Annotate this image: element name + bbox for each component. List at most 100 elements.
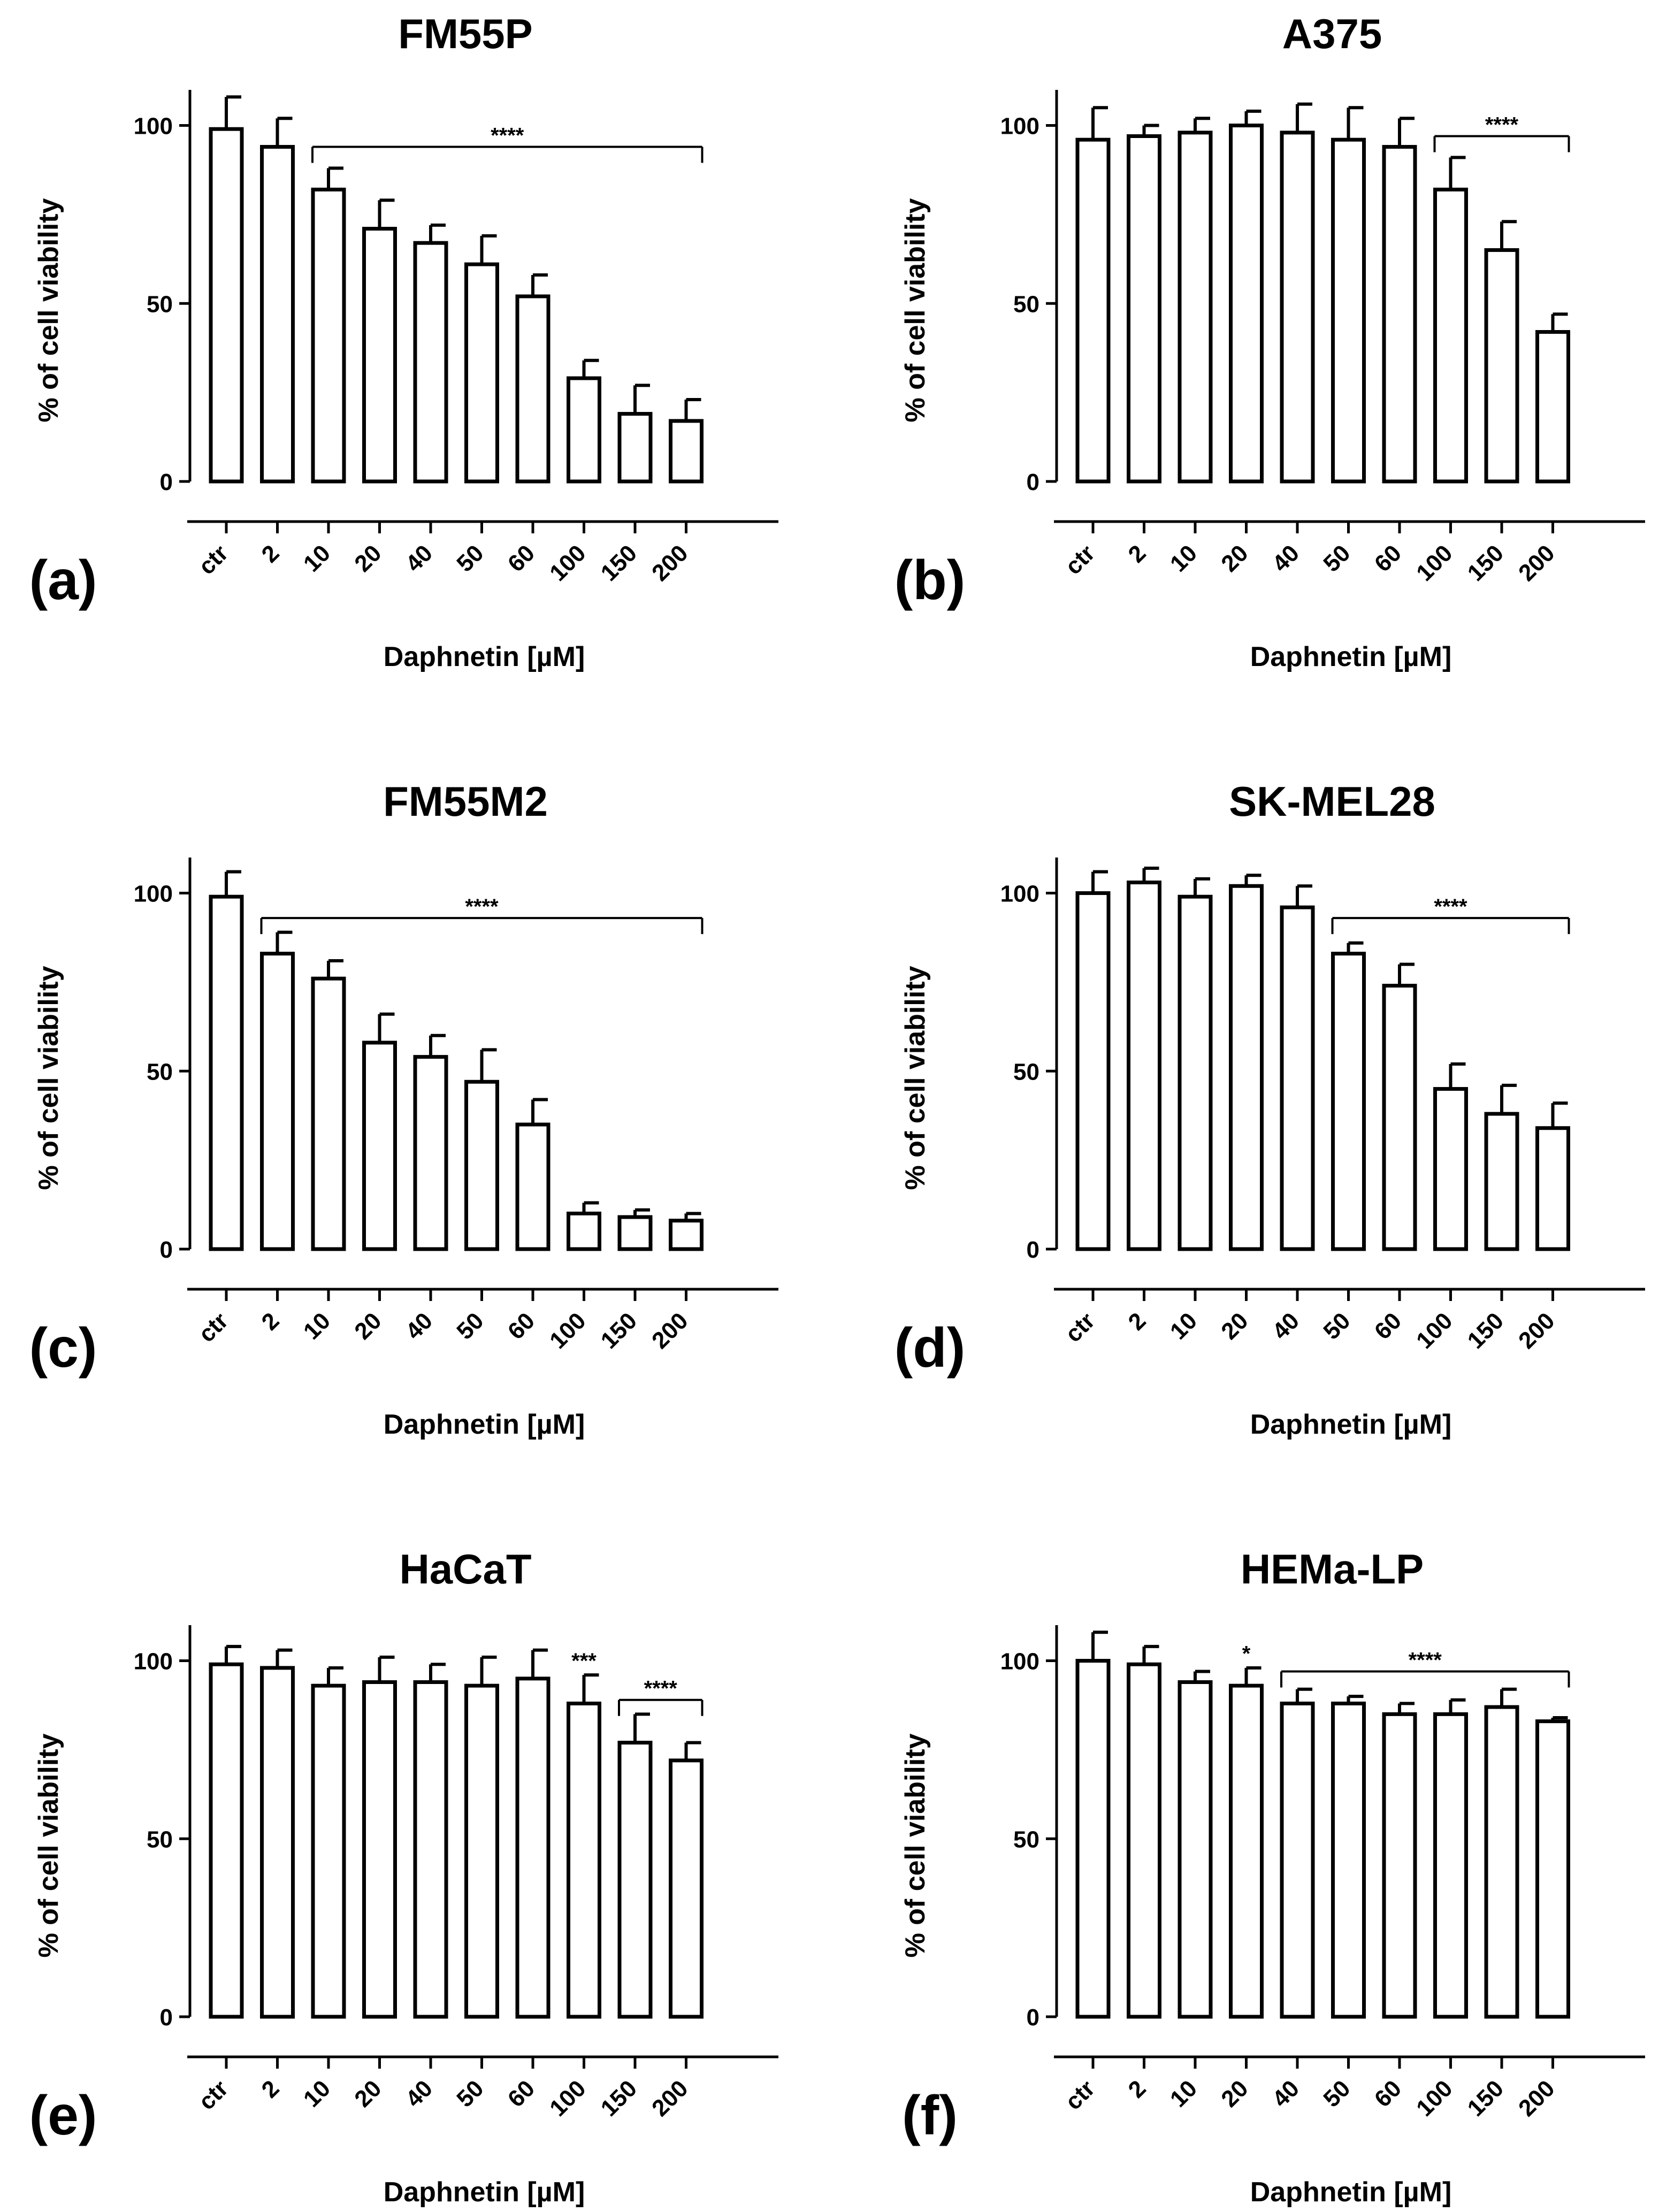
- x-tick-label: ctr: [194, 540, 233, 579]
- x-tick-label: 200: [647, 540, 693, 586]
- bar: [464, 262, 499, 484]
- x-tick-label: 2: [1123, 1307, 1151, 1335]
- x-tick-label: 200: [1513, 1307, 1560, 1354]
- x-tick-label: 40: [401, 2075, 438, 2112]
- bar: [515, 1122, 551, 1251]
- y-axis-title: % of cell viability: [33, 198, 64, 422]
- x-tick-label: 100: [545, 2075, 591, 2122]
- bar: [1433, 1087, 1468, 1251]
- significance-label: *: [1242, 1642, 1251, 1666]
- panel-label: (d): [895, 1317, 966, 1379]
- significance-label: ****: [1409, 1649, 1442, 1672]
- x-tick-label: 200: [647, 1307, 693, 1354]
- bar: [1229, 884, 1264, 1251]
- x-tick-label: 150: [596, 2075, 643, 2122]
- bar: [464, 1080, 499, 1251]
- chart-title: FM55M2: [383, 778, 548, 825]
- y-axis-title: % of cell viability: [33, 966, 64, 1190]
- bar: [1280, 1701, 1315, 2019]
- bar: [413, 1680, 448, 2019]
- x-tick-label: 100: [1411, 2075, 1458, 2122]
- bar: [617, 1215, 653, 1251]
- x-tick-label: 10: [1165, 540, 1202, 577]
- bar: [362, 227, 397, 484]
- chart-panel-4: SK-MEL28 0 50 100 % of cell viability ctr 2 10 2…: [895, 778, 1645, 1440]
- bar: [1331, 137, 1366, 484]
- y-tick-label: 50: [1013, 1826, 1039, 1853]
- bar: [1178, 894, 1213, 1251]
- bar: [1484, 1705, 1519, 2019]
- chart-panel-6: HEMa-LP 0 50 100 % of cell viability ctr 2 10 20…: [900, 1545, 1645, 2208]
- bar: [1127, 134, 1161, 484]
- bar: [413, 1055, 448, 1251]
- y-axis-title: % of cell viability: [900, 966, 931, 1190]
- panel-label: (f): [902, 2085, 958, 2147]
- y-tick-label: 0: [160, 1237, 173, 1263]
- bar: [1075, 891, 1111, 1251]
- y-tick-label: 0: [1027, 2004, 1039, 2031]
- bar: [1484, 248, 1519, 484]
- x-tick-label: 150: [1463, 1307, 1509, 1354]
- x-tick-label: 50: [1318, 2075, 1355, 2112]
- y-tick-label: 100: [134, 113, 173, 140]
- x-tick-label: ctr: [1060, 540, 1100, 579]
- x-tick-label: 60: [503, 540, 540, 577]
- x-tick-label: 50: [452, 2075, 488, 2112]
- bar: [1075, 137, 1111, 484]
- x-tick-label: 40: [401, 1307, 438, 1344]
- y-tick-label: 50: [147, 1826, 173, 1853]
- chart-panel-1: FM55P 0 50 100 % of cell viability ctr 2 10 20 40…: [29, 10, 778, 672]
- x-tick-label: ctr: [194, 2075, 233, 2115]
- bar: [413, 241, 448, 484]
- x-tick-label: 100: [545, 540, 591, 586]
- bar: [311, 976, 346, 1251]
- x-axis-title: Daphnetin [µM]: [384, 641, 585, 672]
- bar: [1178, 131, 1213, 484]
- bar: [1535, 330, 1570, 484]
- y-tick-label: 50: [1013, 291, 1039, 317]
- bar: [1433, 187, 1468, 484]
- y-tick-label: 0: [1027, 1237, 1039, 1263]
- x-tick-label: 50: [452, 540, 488, 577]
- x-tick-label: 40: [401, 540, 438, 577]
- significance-label: ****: [1434, 895, 1467, 919]
- bar: [567, 1211, 601, 1251]
- x-tick-label: 150: [596, 540, 643, 586]
- x-tick-label: 2: [1123, 540, 1151, 568]
- x-axis-title: Daphnetin [µM]: [384, 2177, 585, 2208]
- chart-panel-2: A375 0 50 100 % of cell viability ctr 2 10 20 40 5…: [895, 10, 1645, 672]
- x-tick-label: 100: [1411, 540, 1458, 586]
- x-tick-label: 200: [647, 2075, 693, 2122]
- bar: [1178, 1680, 1213, 2019]
- y-tick-label: 100: [134, 881, 173, 907]
- bar: [1382, 984, 1417, 1251]
- y-tick-label: 100: [1000, 113, 1039, 140]
- x-tick-label: 40: [1267, 1307, 1304, 1344]
- x-tick-label: 200: [1513, 540, 1560, 586]
- y-axis-title: % of cell viability: [900, 198, 931, 422]
- x-tick-label: 2: [1123, 2075, 1151, 2103]
- x-tick-label: ctr: [1060, 2075, 1100, 2115]
- bar: [669, 419, 704, 484]
- x-tick-label: 60: [503, 1307, 540, 1344]
- bar: [1535, 1126, 1570, 1251]
- bar: [311, 1683, 346, 2019]
- bar: [617, 412, 653, 484]
- x-axis-title: Daphnetin [µM]: [384, 1409, 585, 1440]
- bar: [515, 294, 551, 484]
- panel-label: (a): [29, 549, 97, 611]
- bar: [1535, 1719, 1570, 2019]
- x-tick-label: 40: [1267, 540, 1304, 577]
- chart-title: HaCaT: [399, 1545, 531, 1593]
- x-axis-title: Daphnetin [µM]: [1250, 1409, 1452, 1440]
- x-tick-label: 40: [1267, 2075, 1304, 2112]
- bar: [260, 144, 295, 484]
- bar: [1229, 124, 1264, 484]
- y-tick-label: 50: [1013, 1059, 1039, 1085]
- y-tick-label: 0: [160, 469, 173, 495]
- bar: [1331, 1701, 1366, 2019]
- bar: [567, 376, 601, 484]
- significance-label: ****: [1485, 113, 1519, 137]
- bar: [1484, 1112, 1519, 1251]
